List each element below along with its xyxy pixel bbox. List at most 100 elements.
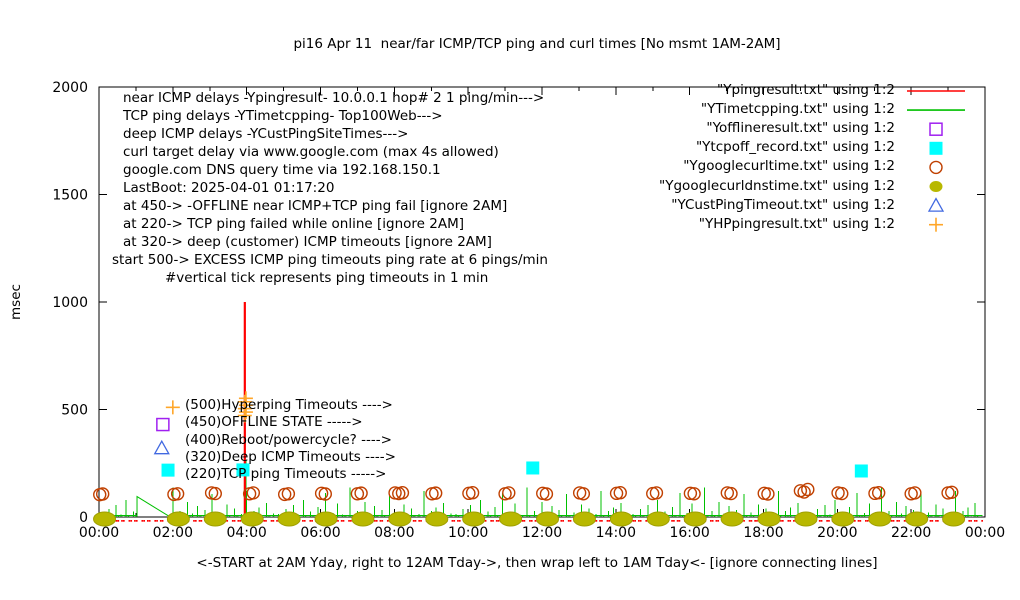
y-tick-label: 1000 xyxy=(52,295,88,311)
dns-time-point xyxy=(646,511,670,527)
curl-time-point xyxy=(395,486,410,500)
legend-label: "Yofflineresult.txt" using 1:2 xyxy=(706,120,895,137)
dns-time-point xyxy=(425,511,449,527)
y-tick-label: 2000 xyxy=(52,80,88,96)
dns-time-point xyxy=(277,511,301,527)
tcp-off-point xyxy=(236,463,250,477)
x-tick-label: 04:00 xyxy=(226,525,266,541)
curl-time-point xyxy=(318,487,332,501)
level-annotation-line: (500)Hyperping Timeouts ----> xyxy=(185,397,393,413)
y-tick-label: 500 xyxy=(61,403,88,419)
x-tick-label: 12:00 xyxy=(522,525,562,541)
legend-label: "Ygooglecurltime.txt" using 1:2 xyxy=(683,158,895,175)
dns-time-point xyxy=(240,511,264,527)
info-annotation-line: deep ICMP delays -YCustPingSiteTimes---> xyxy=(123,126,409,142)
x-tick-label: 08:00 xyxy=(374,525,414,541)
open-triangle-marker-icon xyxy=(153,439,170,455)
tcp-off-series xyxy=(236,461,868,478)
legend-label: "Ypingresult.txt" using 1:2 xyxy=(717,82,895,98)
curl-time-point xyxy=(281,487,296,501)
legend-marker-icon xyxy=(929,141,943,155)
dns-time-point xyxy=(905,511,929,527)
level-annotation-line: (400)Reboot/powercycle? ----> xyxy=(185,431,392,448)
x-axis-label: <-START at 2AM Yday, right to 12AM Tday-… xyxy=(196,555,878,571)
tcp-off-point xyxy=(526,461,540,475)
curl-time-point xyxy=(354,486,368,500)
dns-time-point xyxy=(942,511,966,527)
x-tick-label: 10:00 xyxy=(448,525,488,541)
y-tick-label: 1500 xyxy=(52,188,88,204)
dns-time-point xyxy=(757,511,781,527)
dns-time-point xyxy=(388,511,412,527)
info-annotation-line: at 450-> -OFFLINE near ICMP+TCP ping fai… xyxy=(123,198,508,214)
level-annotation-line: (320)Deep ICMP Timeouts ----> xyxy=(185,448,396,465)
x-tick-label: 02:00 xyxy=(153,525,193,541)
info-annotation-line: at 320-> deep (customer) ICMP timeouts [… xyxy=(123,234,492,250)
x-tick-label: 18:00 xyxy=(743,525,783,541)
legend-marker-icon xyxy=(929,122,943,136)
curl-time-point xyxy=(835,486,849,501)
curl-time-point xyxy=(797,485,811,499)
info-annotation-line: google.com DNS query time via 192.168.15… xyxy=(123,162,441,178)
info-annotation-line: at 220-> TCP ping failed while online [i… xyxy=(123,216,465,232)
curl-time-point xyxy=(871,486,886,500)
dns-time-point xyxy=(93,511,117,527)
dns-time-point xyxy=(572,511,596,527)
level-annotation-line: (450)OFFLINE STATE -----> xyxy=(185,414,363,431)
dns-time-point xyxy=(609,511,633,527)
curl-time-point xyxy=(428,486,443,500)
google-curl-series xyxy=(93,482,959,502)
curl-time-point xyxy=(539,487,554,501)
level-annotation-line: (220)TCP ping Timeouts -----> xyxy=(185,466,387,483)
legend-marker-icon xyxy=(927,197,945,212)
tcp-off-point xyxy=(854,464,868,478)
info-annotation-line: #vertical tick represents ping timeouts … xyxy=(165,270,489,286)
hp-ping-series xyxy=(237,391,253,423)
legend-label: "YHPpingresult.txt" using 1:2 xyxy=(698,215,895,232)
dns-time-point xyxy=(831,511,855,527)
x-tick-label: 06:00 xyxy=(300,525,340,541)
curl-time-point xyxy=(208,486,222,501)
curl-time-point xyxy=(502,486,516,500)
dns-time-point xyxy=(794,511,818,527)
dns-time-point xyxy=(868,511,892,527)
x-tick-label: 00:00 xyxy=(965,525,1005,541)
curl-time-point xyxy=(576,487,591,501)
info-annotation-line: near ICMP delays -Ypingresult- 10.0.0.1 … xyxy=(123,90,545,106)
curl-time-point xyxy=(95,487,110,501)
curl-time-point xyxy=(687,487,701,501)
legend-label: "YCustPingTimeout.txt" using 1:2 xyxy=(671,196,895,213)
curl-time-point xyxy=(908,486,922,500)
level-annotation-markers xyxy=(153,400,180,477)
legend-label: "Ytcpoff_record.txt" using 1:2 xyxy=(695,139,895,156)
curl-time-point xyxy=(945,485,959,499)
dns-time-point xyxy=(462,511,486,527)
curl-time-point xyxy=(246,486,261,500)
curl-time-point xyxy=(649,486,664,500)
open-square-marker-icon xyxy=(156,417,170,432)
dns-time-point xyxy=(536,511,560,527)
dns-time-point xyxy=(314,511,338,527)
filled-square-marker-icon xyxy=(161,463,175,477)
legend-label: "YTimetcpping.txt" using 1:2 xyxy=(700,101,895,118)
info-annotation-line: TCP ping delays -YTimetcpping- Top100Web… xyxy=(123,108,443,124)
curl-time-point xyxy=(761,487,775,501)
curl-time-point xyxy=(724,486,738,501)
info-annotation-line: curl target delay via www.google.com (ma… xyxy=(123,144,499,160)
y-axis-label: msec xyxy=(8,284,24,320)
chart-title: pi16 Apr 11 near/far ICMP/TCP ping and c… xyxy=(293,36,781,52)
curl-time-point xyxy=(801,482,815,497)
tick-labels: 00:00 02:00 04:00 06:00 08:00 10:00 12:00 14:00… xyxy=(52,80,1005,541)
dns-time-point xyxy=(203,511,227,527)
dns-time-point xyxy=(683,511,707,527)
dns-time-point xyxy=(351,511,375,527)
dns-time-point xyxy=(499,511,523,527)
legend-marker-icon xyxy=(929,160,943,175)
x-tick-label: 22:00 xyxy=(891,525,931,541)
info-annotation-line: LastBoot: 2025-04-01 01:17:20 xyxy=(123,180,335,196)
legend-label: "Ygooglecurldnstime.txt" using 1:2 xyxy=(659,177,895,194)
x-tick-label: 14:00 xyxy=(596,525,636,541)
google-dns-series xyxy=(93,511,966,527)
